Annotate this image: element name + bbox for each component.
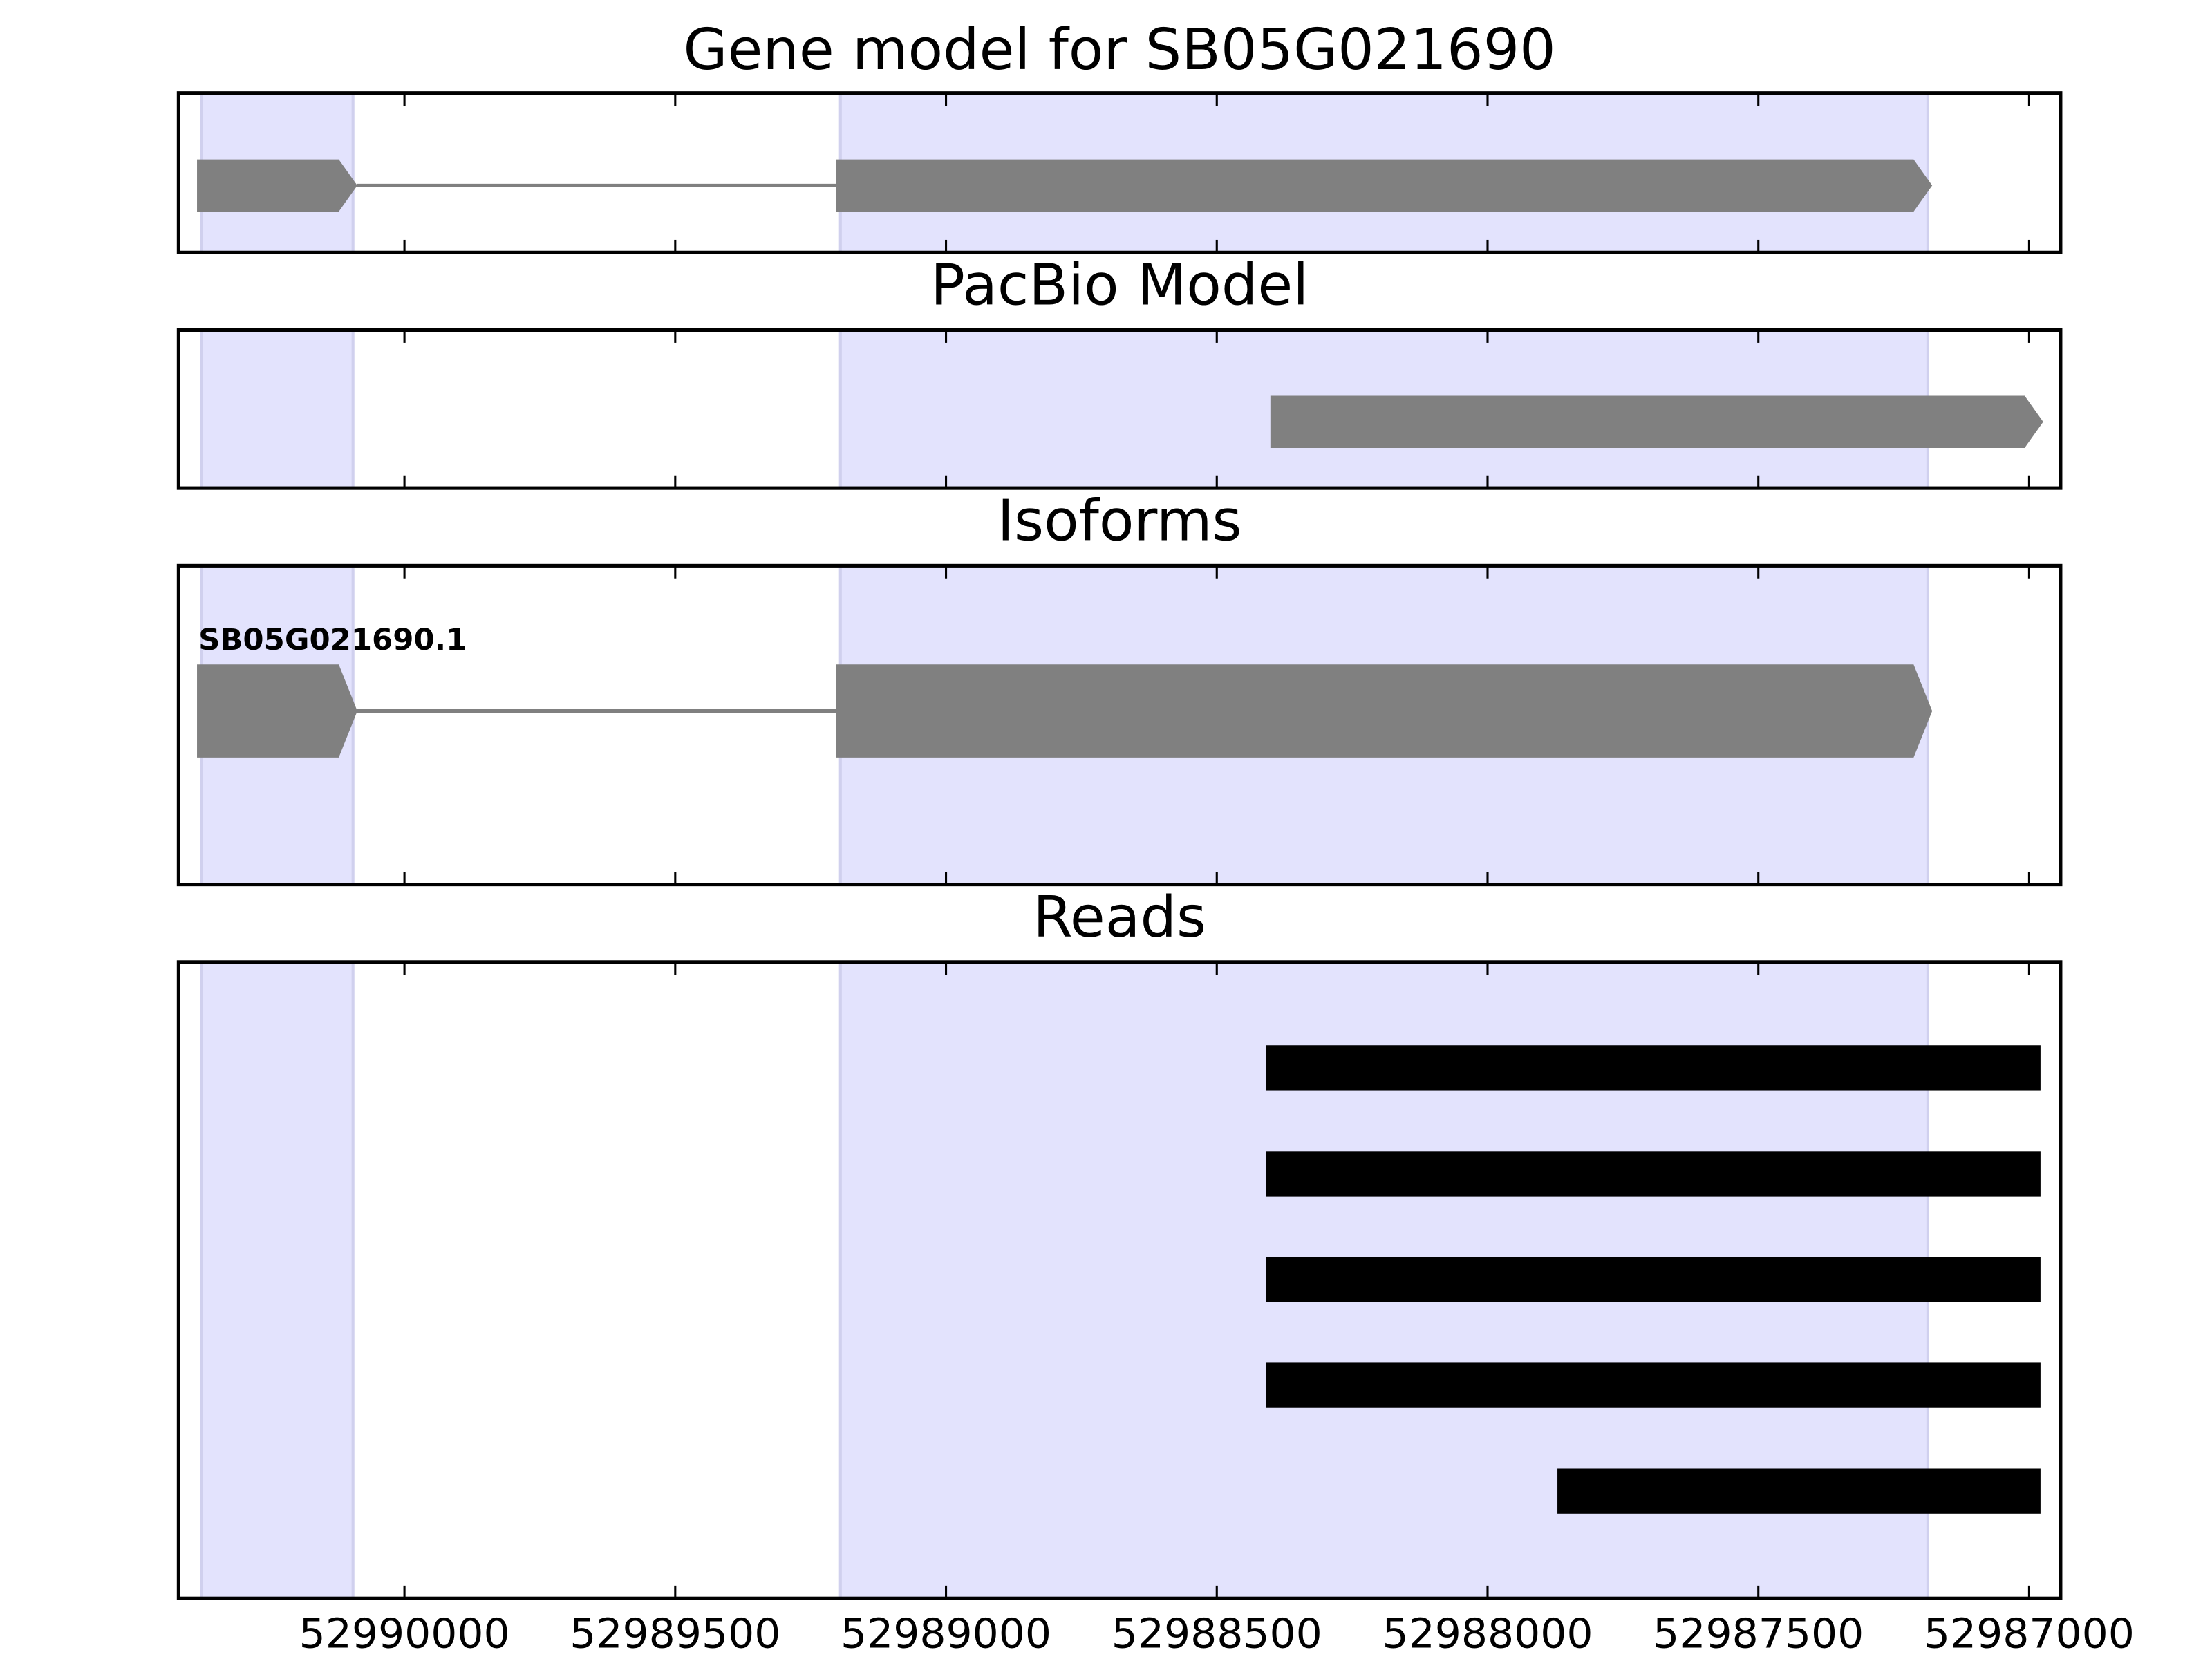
read [1266,1151,2041,1197]
read [1266,1362,2041,1408]
exon-highlight [200,328,355,490]
panel-frame [176,328,2063,490]
isoform-label: SB05G021690.1 [198,623,467,657]
panel-title: PacBio Model [930,253,1309,318]
panel-title: Isoforms [997,489,1242,554]
x-tick-label: 52989500 [570,1611,780,1658]
exon [197,159,357,212]
exon [197,664,357,758]
read [1266,1045,2041,1091]
panel-title: Gene model for SB05G021690 [683,17,1555,82]
read [1266,1257,2041,1302]
x-tick-label: 52989000 [841,1611,1051,1658]
exon [836,159,1933,212]
panel-frame [176,960,2063,1600]
panel-frame [176,91,2063,254]
x-tick-label: 52990000 [299,1611,510,1658]
exon [836,664,1933,758]
exon-highlight [200,960,355,1600]
x-tick-label: 52988500 [1112,1611,1322,1658]
exon [1270,395,2043,448]
x-tick-label: 52987500 [1653,1611,1864,1658]
panel-title: Reads [1033,885,1206,950]
x-tick-label: 52987000 [1924,1611,2135,1658]
x-tick-label: 52988000 [1382,1611,1593,1658]
panel-frame [176,563,2063,887]
read [1557,1468,2041,1514]
